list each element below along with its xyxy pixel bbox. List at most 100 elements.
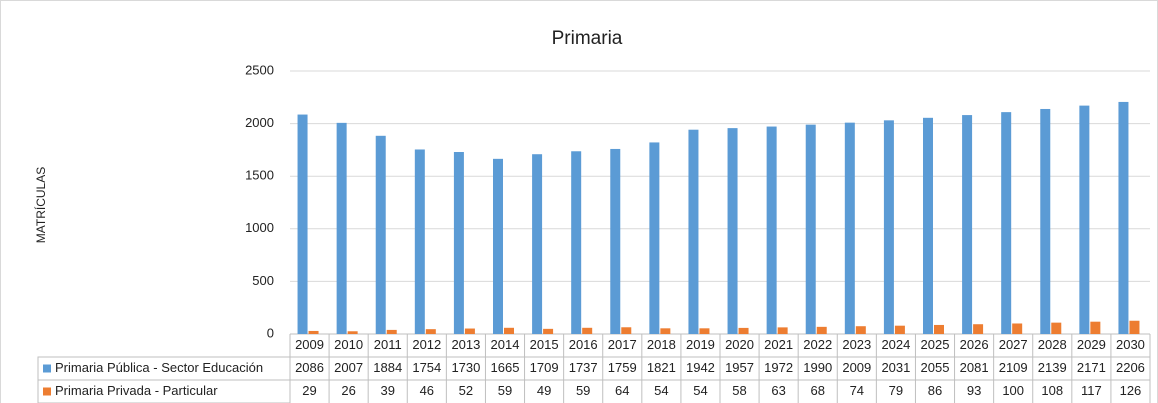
- x-tick-label: 2030: [1116, 337, 1145, 352]
- bar: [532, 154, 543, 334]
- x-tick-label: 2023: [842, 337, 871, 352]
- y-tick-label: 1000: [245, 220, 274, 235]
- bar: [738, 327, 749, 334]
- bar: [386, 329, 397, 334]
- x-tick-label: 2018: [647, 337, 676, 352]
- table-value: 49: [537, 383, 551, 398]
- table-value: 2139: [1038, 360, 1067, 375]
- x-tick-label: 2012: [412, 337, 441, 352]
- bar: [883, 120, 894, 334]
- table-value: 2031: [881, 360, 910, 375]
- table-value: 54: [654, 383, 668, 398]
- bar: [855, 326, 866, 334]
- x-tick-label: 2014: [491, 337, 520, 352]
- table-value: 2055: [921, 360, 950, 375]
- table-value: 39: [380, 383, 394, 398]
- x-tick-label: 2027: [999, 337, 1028, 352]
- bar: [816, 326, 827, 334]
- bar: [493, 158, 503, 334]
- x-tick-label: 2022: [803, 337, 832, 352]
- y-tick-label: 500: [252, 273, 274, 288]
- chart-title: Primaria: [552, 28, 623, 49]
- table-value: 1957: [725, 360, 754, 375]
- bar: [923, 117, 933, 335]
- bar: [727, 128, 738, 334]
- bar: [336, 122, 347, 334]
- legend-swatch: [43, 387, 51, 396]
- table-value: 52: [459, 383, 473, 398]
- bar: [414, 149, 425, 334]
- table-value: 1754: [412, 360, 441, 375]
- bar: [688, 129, 699, 334]
- table-value: 2171: [1077, 360, 1106, 375]
- x-tick-label: 2016: [569, 337, 598, 352]
- x-tick-label: 2026: [960, 337, 989, 352]
- bar: [504, 327, 514, 334]
- table-value: 1759: [608, 360, 637, 375]
- bar: [453, 152, 464, 334]
- table-value: 93: [967, 383, 981, 398]
- bar: [425, 329, 436, 334]
- bar: [621, 327, 632, 334]
- y-tick-label: 2500: [245, 62, 274, 77]
- table-value: 1665: [491, 360, 520, 375]
- y-tick-label: 2000: [245, 115, 274, 130]
- legend-swatch: [43, 364, 51, 373]
- bar: [347, 331, 358, 334]
- table-value: 63: [771, 383, 785, 398]
- x-tick-label: 2020: [725, 337, 754, 352]
- bar: [610, 148, 621, 334]
- table-value: 108: [1041, 383, 1063, 398]
- bar: [777, 327, 788, 334]
- table-value: 1821: [647, 360, 676, 375]
- table-value: 2007: [334, 360, 363, 375]
- x-tick-label: 2009: [295, 337, 324, 352]
- table-value: 68: [810, 383, 824, 398]
- table-value: 26: [341, 383, 355, 398]
- bar: [1012, 323, 1023, 334]
- legend-label: Primaria Privada - Particular: [55, 383, 218, 398]
- bar: [297, 114, 308, 335]
- table-value: 58: [732, 383, 746, 398]
- bar: [805, 124, 816, 334]
- bar: [649, 142, 660, 334]
- table-value: 59: [576, 383, 590, 398]
- table-value: 1942: [686, 360, 715, 375]
- table-value: 1737: [569, 360, 598, 375]
- table-value: 117: [1081, 383, 1102, 398]
- table-value: 2081: [960, 360, 989, 375]
- x-tick-label: 2010: [334, 337, 363, 352]
- bar: [1051, 322, 1062, 334]
- table-value: 1709: [530, 360, 559, 375]
- bar: [1040, 108, 1051, 334]
- bar: [571, 151, 582, 334]
- bar: [308, 330, 319, 334]
- bar: [464, 328, 475, 334]
- bar: [1129, 320, 1140, 334]
- table-value: 1884: [373, 360, 402, 375]
- table-value: 59: [498, 383, 512, 398]
- table-value: 1730: [451, 360, 480, 375]
- table-value: 86: [928, 383, 942, 398]
- y-axis-label: MATRÍCULAS: [33, 167, 48, 243]
- table-value: 74: [850, 383, 864, 398]
- x-tick-label: 2019: [686, 337, 715, 352]
- bar: [766, 126, 777, 335]
- table-value: 2206: [1116, 360, 1145, 375]
- bar: [543, 328, 554, 334]
- bar: [660, 328, 671, 334]
- bar: [973, 324, 984, 334]
- bar: [582, 327, 593, 334]
- bar: [962, 115, 973, 334]
- table-value: 1990: [803, 360, 832, 375]
- bar: [1118, 101, 1129, 334]
- x-tick-label: 2021: [764, 337, 793, 352]
- x-tick-label: 2024: [881, 337, 910, 352]
- x-tick-label: 2011: [374, 337, 402, 352]
- bar: [699, 328, 710, 334]
- table-value: 2009: [842, 360, 871, 375]
- table-value: 54: [693, 383, 707, 398]
- bar: [894, 325, 905, 334]
- table-value: 100: [1002, 383, 1024, 398]
